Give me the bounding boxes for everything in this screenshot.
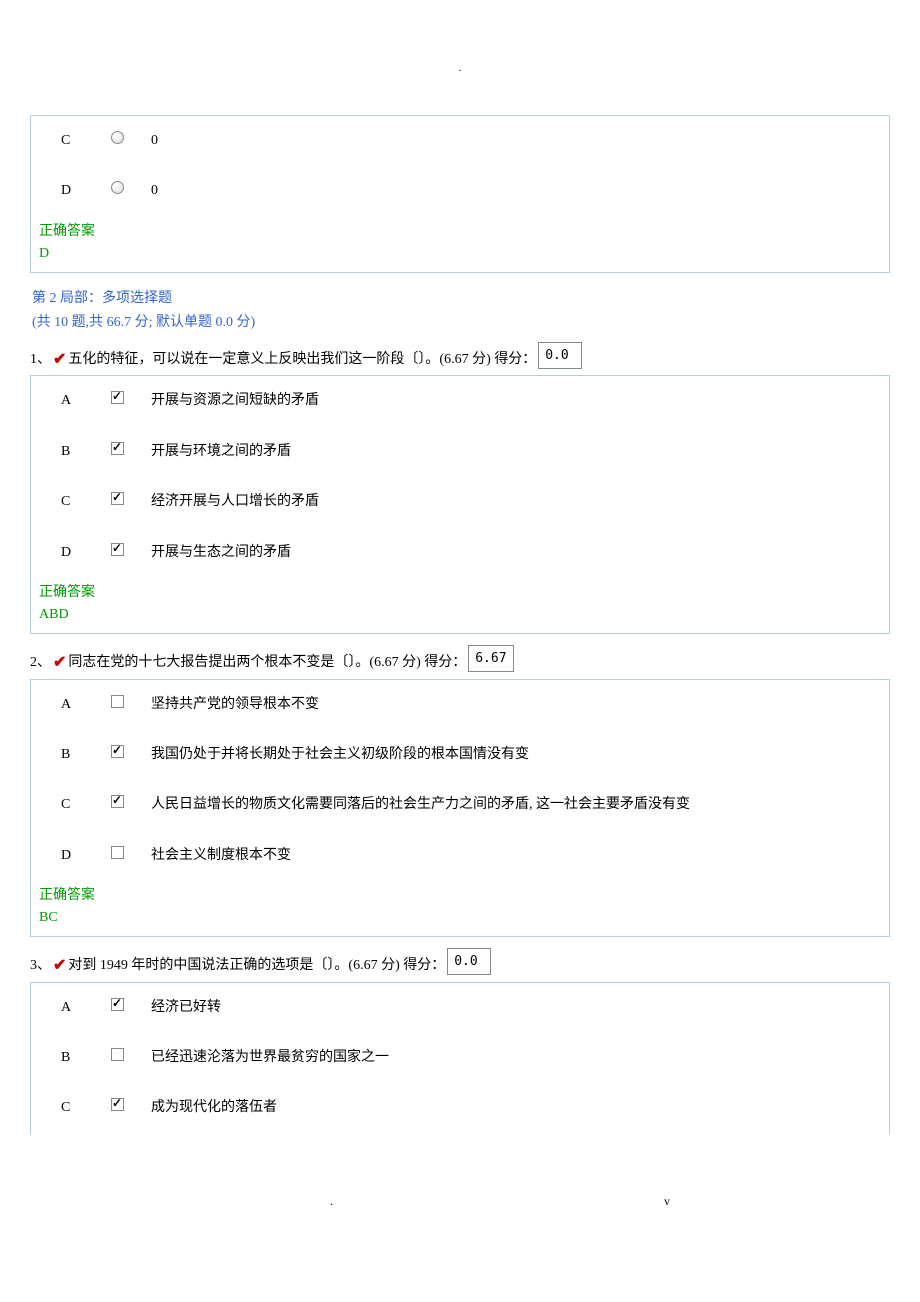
checkbox-icon bbox=[111, 745, 124, 758]
question-stem-1: 1、 ✔ 五化的特征，可以说在一定意义上反映出我们这一阶段〔〕。(6.67 分)… bbox=[30, 345, 890, 374]
option-text: 成为现代化的落伍者 bbox=[151, 1097, 879, 1119]
checkbox-icon bbox=[111, 795, 124, 808]
radio-control[interactable] bbox=[111, 181, 151, 194]
option-row: C 经济开展与人口增长的矛盾 bbox=[31, 477, 889, 527]
checkbox-control[interactable] bbox=[111, 543, 151, 556]
option-text: 0 bbox=[151, 180, 879, 202]
score-box: 0.0 bbox=[538, 342, 582, 369]
answer-value: D bbox=[39, 243, 881, 265]
page-top-marker: . bbox=[30, 60, 890, 75]
checkbox-icon bbox=[111, 695, 124, 708]
question-block-prev: C 0 D 0 正确答案 D bbox=[30, 115, 890, 273]
question-block-1: A 开展与资源之间短缺的矛盾 B 开展与环境之间的矛盾 C 经济开展与人口增长的… bbox=[30, 375, 890, 633]
option-text: 开展与环境之间的矛盾 bbox=[151, 441, 879, 463]
checkbox-icon bbox=[111, 391, 124, 404]
checkbox-icon bbox=[111, 998, 124, 1011]
answer-section: 正确答案 ABD bbox=[31, 578, 889, 633]
checkbox-control[interactable] bbox=[111, 745, 151, 758]
question-text: 同志在党的十七大报告提出两个根本不变是〔〕。(6.67 分) 得分： bbox=[68, 650, 466, 675]
radio-icon bbox=[111, 181, 124, 194]
option-row: C 人民日益增长的物质文化需要同落后的社会生产力之间的矛盾, 这一社会主要矛盾没… bbox=[31, 780, 889, 830]
question-text: 五化的特征，可以说在一定意义上反映出我们这一阶段〔〕。(6.67 分) 得分： bbox=[68, 347, 536, 372]
footer-left: . bbox=[330, 1194, 333, 1209]
answer-value: BC bbox=[39, 907, 881, 929]
option-text: 经济开展与人口增长的矛盾 bbox=[151, 491, 879, 513]
radio-icon bbox=[111, 131, 124, 144]
page-footer: . v bbox=[30, 1194, 890, 1209]
score-box: 6.67 bbox=[468, 645, 513, 672]
section-subheader: (共 10 题,共 66.7 分; 默认单题 0.0 分) bbox=[30, 311, 890, 331]
option-text: 我国仍处于并将长期处于社会主义初级阶段的根本国情没有变 bbox=[151, 744, 879, 766]
option-letter: B bbox=[61, 747, 111, 763]
answer-label: 正确答案 bbox=[39, 885, 881, 907]
checkbox-control[interactable] bbox=[111, 442, 151, 455]
option-letter: A bbox=[61, 697, 111, 713]
question-number: 2、 bbox=[30, 650, 51, 675]
checkmark-icon: ✔ bbox=[53, 952, 66, 981]
checkbox-icon bbox=[111, 543, 124, 556]
option-row: A 经济已好转 bbox=[31, 983, 889, 1033]
option-letter: A bbox=[61, 1000, 111, 1016]
option-text: 开展与资源之间短缺的矛盾 bbox=[151, 390, 879, 412]
option-letter: D bbox=[61, 183, 111, 199]
option-letter: C bbox=[61, 1100, 111, 1116]
question-number: 1、 bbox=[30, 347, 51, 372]
answer-label: 正确答案 bbox=[39, 582, 881, 604]
question-block-2: A 坚持共产党的领导根本不变 B 我国仍处于并将长期处于社会主义初级阶段的根本国… bbox=[30, 679, 890, 937]
checkbox-control[interactable] bbox=[111, 998, 151, 1011]
checkbox-control[interactable] bbox=[111, 795, 151, 808]
checkbox-control[interactable] bbox=[111, 391, 151, 404]
option-text: 开展与生态之间的矛盾 bbox=[151, 542, 879, 564]
option-row: B 我国仍处于并将长期处于社会主义初级阶段的根本国情没有变 bbox=[31, 730, 889, 780]
option-text: 经济已好转 bbox=[151, 997, 879, 1019]
question-number: 3、 bbox=[30, 953, 51, 978]
option-letter: C bbox=[61, 797, 111, 813]
checkbox-control[interactable] bbox=[111, 846, 151, 859]
score-box: 0.0 bbox=[447, 948, 491, 975]
checkbox-control[interactable] bbox=[111, 1048, 151, 1061]
option-letter: D bbox=[61, 848, 111, 864]
option-row: B 开展与环境之间的矛盾 bbox=[31, 427, 889, 477]
option-text: 坚持共产党的领导根本不变 bbox=[151, 694, 879, 716]
checkbox-control[interactable] bbox=[111, 492, 151, 505]
checkbox-icon bbox=[111, 1048, 124, 1061]
section-header: 第 2 局部：多项选择题 bbox=[30, 287, 890, 307]
option-row: B 已经迅速沦落为世界最贫穷的国家之一 bbox=[31, 1033, 889, 1083]
question-block-3: A 经济已好转 B 已经迅速沦落为世界最贫穷的国家之一 C 成为现代化的落伍者 bbox=[30, 982, 890, 1134]
option-row: D 社会主义制度根本不变 bbox=[31, 831, 889, 881]
option-letter: C bbox=[61, 494, 111, 510]
answer-section: 正确答案 D bbox=[31, 217, 889, 272]
option-row: C 成为现代化的落伍者 bbox=[31, 1083, 889, 1133]
checkbox-icon bbox=[111, 1098, 124, 1111]
option-text: 人民日益增长的物质文化需要同落后的社会生产力之间的矛盾, 这一社会主要矛盾没有变 bbox=[151, 794, 879, 816]
question-text: 对到 1949 年时的中国说法正确的选项是〔〕。(6.67 分) 得分： bbox=[68, 953, 445, 978]
checkbox-control[interactable] bbox=[111, 695, 151, 708]
answer-section: 正确答案 BC bbox=[31, 881, 889, 936]
option-text: 已经迅速沦落为世界最贫穷的国家之一 bbox=[151, 1047, 879, 1069]
option-letter: D bbox=[61, 545, 111, 561]
option-letter: B bbox=[61, 444, 111, 460]
checkbox-icon bbox=[111, 492, 124, 505]
checkbox-icon bbox=[111, 442, 124, 455]
radio-control[interactable] bbox=[111, 131, 151, 144]
option-row: D 开展与生态之间的矛盾 bbox=[31, 528, 889, 578]
option-row: A 坚持共产党的领导根本不变 bbox=[31, 680, 889, 730]
question-stem-3: 3、 ✔ 对到 1949 年时的中国说法正确的选项是〔〕。(6.67 分) 得分… bbox=[30, 951, 890, 980]
option-letter: A bbox=[61, 393, 111, 409]
option-text: 社会主义制度根本不变 bbox=[151, 845, 879, 867]
footer-right: v bbox=[664, 1194, 670, 1209]
answer-label: 正确答案 bbox=[39, 221, 881, 243]
question-stem-2: 2、 ✔ 同志在党的十七大报告提出两个根本不变是〔〕。(6.67 分) 得分： … bbox=[30, 648, 890, 677]
checkbox-control[interactable] bbox=[111, 1098, 151, 1111]
checkmark-icon: ✔ bbox=[53, 649, 66, 678]
answer-value: ABD bbox=[39, 604, 881, 626]
checkmark-icon: ✔ bbox=[53, 346, 66, 375]
option-row: C 0 bbox=[31, 116, 889, 166]
option-row: D 0 bbox=[31, 166, 889, 216]
option-letter: B bbox=[61, 1050, 111, 1066]
option-letter: C bbox=[61, 133, 111, 149]
option-row: A 开展与资源之间短缺的矛盾 bbox=[31, 376, 889, 426]
checkbox-icon bbox=[111, 846, 124, 859]
option-text: 0 bbox=[151, 130, 879, 152]
